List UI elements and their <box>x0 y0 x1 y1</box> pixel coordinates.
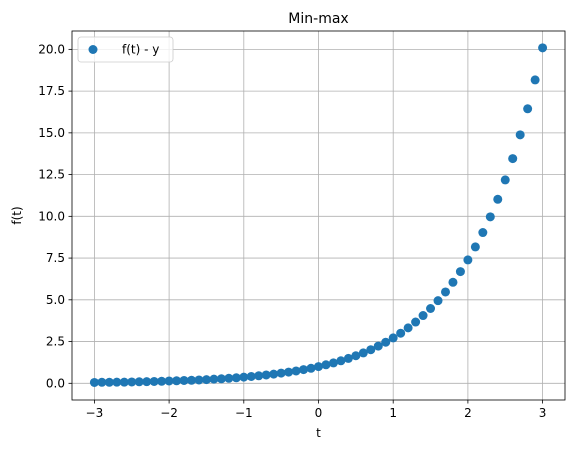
scatter-point <box>187 375 197 385</box>
scatter-point <box>358 348 368 358</box>
scatter-point <box>373 341 383 351</box>
scatter-point <box>284 367 294 377</box>
x-tick-label: 1 <box>389 406 397 420</box>
y-tick-label: 10.0 <box>38 209 65 223</box>
scatter-series <box>89 43 548 387</box>
x-tick-label: −1 <box>235 406 253 420</box>
scatter-point <box>396 328 406 338</box>
scatter-point <box>179 375 189 385</box>
y-tick-label: 2.5 <box>46 335 65 349</box>
scatter-point <box>418 311 428 321</box>
scatter-point <box>493 194 503 204</box>
scatter-point <box>343 353 353 363</box>
scatter-point <box>321 360 331 370</box>
scatter-point <box>172 376 182 386</box>
y-axis-label: f(t) <box>10 206 24 224</box>
scatter-point <box>388 333 398 343</box>
legend-box <box>77 36 174 63</box>
y-tick-label: 5.0 <box>46 293 65 307</box>
axis-ticks: −3 −2 −1 0 1 2 3 0.0 2.5 5.0 7.5 10.0 12.5 15.0 17.5 20… <box>38 42 546 420</box>
scatter-point <box>508 154 518 164</box>
scatter-point <box>426 304 436 314</box>
scatter-point <box>194 375 204 385</box>
scatter-point <box>538 43 548 53</box>
scatter-point <box>269 369 279 379</box>
scatter-point <box>231 373 241 383</box>
scatter-point <box>440 287 450 297</box>
legend: f(t) - y <box>77 36 174 63</box>
scatter-point <box>478 228 488 238</box>
scatter-point <box>403 323 413 333</box>
scatter-point <box>157 376 167 386</box>
chart-title: Min-max <box>288 11 348 27</box>
x-tick-label: 3 <box>539 406 547 420</box>
scatter-point <box>104 377 114 387</box>
x-tick-label: −2 <box>160 406 178 420</box>
scatter-point <box>276 368 286 378</box>
x-tick-label: −3 <box>86 406 104 420</box>
y-tick-label: 17.5 <box>38 84 65 98</box>
scatter-point <box>209 374 219 384</box>
scatter-point <box>224 373 234 383</box>
x-tick-label: 2 <box>464 406 472 420</box>
scatter-point <box>142 377 152 387</box>
scatter-point <box>127 377 137 387</box>
scatter-point <box>448 277 458 287</box>
scatter-point <box>164 376 174 386</box>
scatter-point <box>485 212 495 222</box>
scatter-point <box>314 362 323 372</box>
scatter-point <box>119 377 129 387</box>
scatter-point <box>433 296 443 306</box>
scatter-point <box>112 377 122 387</box>
scatter-point <box>201 375 211 385</box>
scatter-point <box>134 377 144 387</box>
y-tick-label: 7.5 <box>46 251 65 265</box>
scatter-point <box>149 376 159 386</box>
scatter-point <box>328 358 338 368</box>
scatter-point <box>523 104 533 114</box>
scatter-point <box>470 242 480 252</box>
scatter-point <box>246 371 256 381</box>
scatter-point <box>261 370 271 380</box>
scatter-point <box>299 365 309 375</box>
grid <box>72 31 565 400</box>
y-tick-label: 15.0 <box>38 126 65 140</box>
scatter-point <box>381 337 391 347</box>
legend-marker <box>88 45 98 54</box>
scatter-point <box>515 130 525 140</box>
scatter-point <box>239 372 249 382</box>
scatter-point <box>411 317 421 327</box>
scatter-point <box>351 351 361 361</box>
scatter-point <box>306 363 316 373</box>
scatter-point <box>336 356 346 366</box>
scatter-point <box>97 377 107 387</box>
y-tick-label: 12.5 <box>38 168 65 182</box>
scatter-point <box>216 374 226 384</box>
scatter-point <box>254 371 264 381</box>
y-tick-label: 0.0 <box>46 376 65 390</box>
scatter-point <box>89 377 99 387</box>
y-tick-label: 20.0 <box>38 42 65 56</box>
x-tick-label: 0 <box>315 406 323 420</box>
scatter-point <box>455 267 465 277</box>
scatter-point <box>366 345 376 355</box>
x-axis-label: t <box>316 426 321 440</box>
scatter-point <box>500 175 510 185</box>
scatter-point <box>463 255 473 265</box>
scatter-point <box>291 366 301 376</box>
scatter-point <box>530 75 540 85</box>
legend-label: f(t) - y <box>122 43 159 57</box>
